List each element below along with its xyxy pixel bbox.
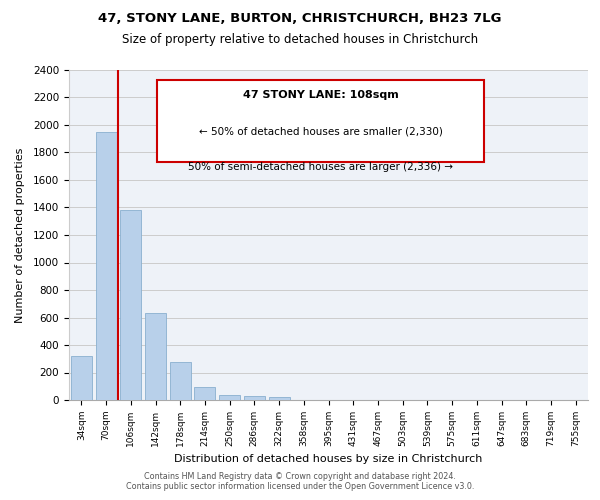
Text: 50% of semi-detached houses are larger (2,336) →: 50% of semi-detached houses are larger (…: [188, 162, 453, 172]
Bar: [95, 132, 116, 400]
Bar: [145, 314, 166, 400]
Bar: [269, 397, 290, 400]
Text: 47 STONY LANE: 108sqm: 47 STONY LANE: 108sqm: [243, 90, 398, 100]
Text: Contains HM Land Registry data © Crown copyright and database right 2024.
Contai: Contains HM Land Registry data © Crown c…: [126, 472, 474, 491]
Bar: [120, 210, 141, 400]
Text: Size of property relative to detached houses in Christchurch: Size of property relative to detached ho…: [122, 32, 478, 46]
Bar: [157, 80, 484, 162]
Bar: [194, 387, 215, 400]
Bar: [71, 356, 92, 400]
Bar: [219, 394, 240, 400]
Y-axis label: Number of detached properties: Number of detached properties: [14, 148, 25, 322]
Bar: [244, 396, 265, 400]
Text: ← 50% of detached houses are smaller (2,330): ← 50% of detached houses are smaller (2,…: [199, 126, 443, 136]
Bar: [170, 362, 191, 400]
X-axis label: Distribution of detached houses by size in Christchurch: Distribution of detached houses by size …: [175, 454, 482, 464]
Text: 47, STONY LANE, BURTON, CHRISTCHURCH, BH23 7LG: 47, STONY LANE, BURTON, CHRISTCHURCH, BH…: [98, 12, 502, 26]
